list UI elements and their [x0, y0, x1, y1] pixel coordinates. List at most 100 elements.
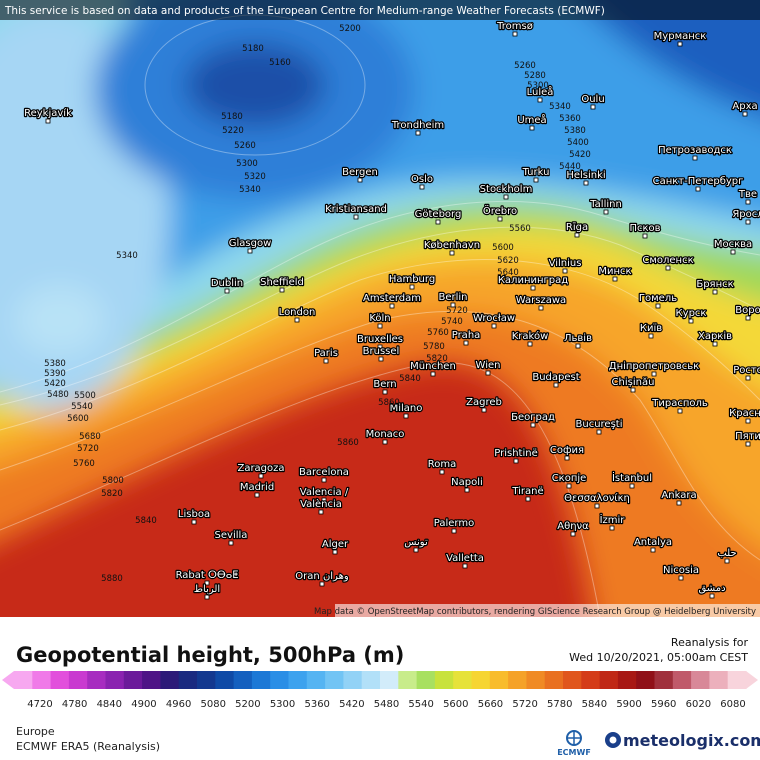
city-label: Bergen — [342, 167, 378, 178]
labels: Tromsø Мурманск Reykjavík Luleå Oulu Арха Umeå… — [23, 20, 760, 600]
city-marker — [745, 418, 751, 424]
colorbar-arrow-left — [2, 671, 14, 689]
city-marker — [377, 323, 383, 329]
colorbar-tick-label: 5360 — [304, 699, 329, 710]
city-marker — [382, 389, 388, 395]
city-marker — [648, 333, 654, 339]
city-label: Београд — [511, 412, 555, 423]
city-marker — [745, 441, 751, 447]
city-marker — [204, 594, 210, 600]
city-label: İstanbul — [612, 471, 652, 484]
city-marker — [742, 111, 748, 117]
city-marker — [575, 343, 581, 349]
city-marker — [553, 382, 559, 388]
city-marker — [630, 387, 636, 393]
colorbar-tick-label: 4720 — [27, 699, 52, 710]
city-marker — [332, 549, 338, 555]
city-label: Дніпропетровськ — [609, 360, 699, 372]
contour-label: 5860 — [337, 438, 359, 448]
city-label: Kraków — [512, 330, 549, 342]
city-label: Rabat ⵔⴱⴰⵟ — [176, 570, 239, 581]
color-swatch — [215, 671, 235, 689]
color-swatch — [691, 671, 710, 689]
map — [0, 0, 760, 617]
city-label: Tiranë — [511, 486, 543, 497]
city-label: Prishtinë — [494, 448, 537, 459]
city-label: Минск — [598, 266, 631, 277]
city-marker — [566, 483, 572, 489]
color-swatch — [672, 671, 692, 689]
city-marker — [254, 492, 260, 498]
color-swatch — [325, 671, 344, 689]
city-marker — [533, 177, 539, 183]
city-marker — [353, 214, 359, 220]
city-marker — [247, 248, 253, 254]
city-marker — [677, 41, 683, 47]
city-marker — [730, 249, 736, 255]
model: ECMWF ERA5 (Reanalysis) — [16, 740, 160, 753]
city-label: Яросл — [732, 209, 760, 220]
color-swatch — [178, 671, 198, 689]
city-marker — [603, 209, 609, 215]
city-label: Смоленск — [642, 255, 693, 266]
city-marker — [413, 547, 419, 553]
city-label: Reykjavík — [24, 107, 72, 119]
city-label: Vilnius — [549, 258, 582, 269]
colorbar-tick-label: 4900 — [131, 699, 156, 710]
city-marker — [485, 370, 491, 376]
city-marker — [224, 288, 230, 294]
meteologix-logo[interactable]: meteologix.com — [605, 731, 760, 750]
city-marker — [389, 303, 395, 309]
color-swatch — [142, 671, 161, 689]
city-label: Wrocław — [473, 313, 515, 324]
city-marker — [562, 268, 568, 274]
color-swatch — [599, 671, 619, 689]
city-marker — [594, 503, 600, 509]
colorbar-tick-label: 5900 — [616, 699, 641, 710]
color-swatch — [489, 671, 509, 689]
city-label: Росто — [733, 365, 760, 376]
city-label: Madrid — [240, 482, 274, 493]
city-marker — [650, 547, 656, 553]
city-marker — [191, 519, 197, 525]
city-label: Гомель — [639, 293, 677, 304]
city-label: Kristiansand — [325, 204, 387, 215]
contour-label: 5160 — [269, 58, 291, 68]
city-label: Glasgow — [229, 238, 272, 249]
city-label: Курск — [676, 308, 707, 319]
colorbar-arrow-right — [746, 671, 758, 689]
contour-label: 5840 — [399, 374, 421, 384]
color-swatch — [617, 671, 637, 689]
city-label: Rīga — [566, 222, 588, 233]
city-marker — [464, 487, 470, 493]
color-swatch — [416, 671, 436, 689]
contour-label: 5380 — [44, 359, 66, 369]
contour-label: 5220 — [222, 126, 244, 136]
city-marker — [403, 413, 409, 419]
color-swatch — [251, 671, 271, 689]
city-marker — [415, 130, 421, 136]
color-swatch — [87, 671, 106, 689]
city-marker — [497, 216, 503, 222]
city-marker — [409, 284, 415, 290]
city-label: London — [279, 307, 316, 318]
color-swatch — [50, 671, 70, 689]
color-swatch — [123, 671, 143, 689]
color-swatch — [14, 671, 33, 689]
city-label: València — [300, 498, 342, 510]
city-label: Калининград — [498, 275, 568, 286]
colorbar-tick-label: 5960 — [651, 699, 676, 710]
colorbar-tick-label: 5200 — [235, 699, 260, 710]
meteologix-text[interactable]: meteologix.com — [623, 731, 760, 750]
city-marker — [564, 455, 570, 461]
city-label: Dublin — [211, 278, 243, 289]
city-marker — [688, 318, 694, 324]
city-label: Örebro — [483, 204, 517, 217]
city-marker — [709, 593, 715, 599]
contour-label: 5640 — [497, 268, 519, 278]
colorbar-tick-label: 5420 — [339, 699, 364, 710]
city-label: Sevilla — [215, 530, 248, 541]
city-label: Брянск — [696, 279, 733, 290]
ecmwf-text: ECMWF — [557, 748, 591, 757]
city-label: Ankara — [661, 490, 696, 501]
